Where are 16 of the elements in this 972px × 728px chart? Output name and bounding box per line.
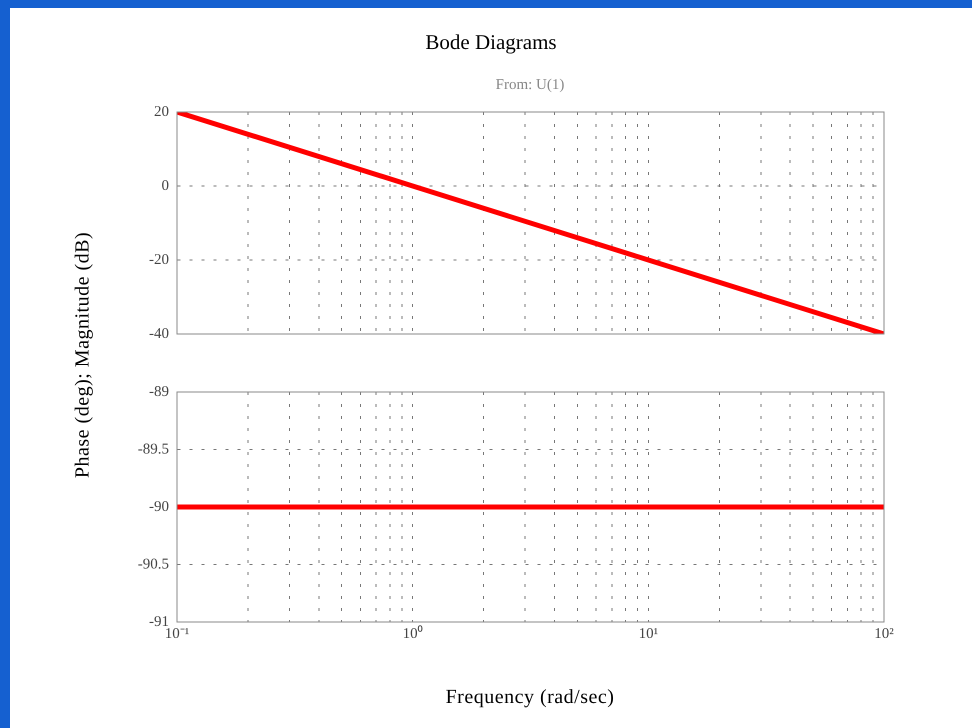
y-tick-label: -90.5 [138,556,169,572]
y-tick-label: 0 [162,178,169,194]
y-tick-label: -20 [149,252,169,268]
y-tick-label: -90 [149,498,169,515]
chart-subtitle: From: U(1) [496,77,564,94]
x-axis-title: Frequency (rad/sec) [446,686,614,709]
y-tick-label: -89 [149,384,169,400]
x-tick-label: 10² [874,626,894,642]
x-tick-label: 10⁻¹ [164,626,190,642]
y-tick-label: 20 [154,104,169,120]
x-tick-label: 10¹ [638,626,658,642]
x-tick-label: 10⁰ [402,624,423,642]
chart-title: Bode Diagrams [424,30,558,55]
y-tick-label: -89.5 [138,441,169,458]
y-axis-title: Phase (deg); Magnitude (dB) [72,232,94,478]
y-tick-label: -40 [149,326,169,342]
